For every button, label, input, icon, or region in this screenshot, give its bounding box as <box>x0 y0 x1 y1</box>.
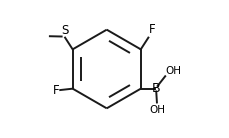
Text: OH: OH <box>148 105 164 115</box>
Text: F: F <box>148 23 155 36</box>
Text: B: B <box>151 82 160 95</box>
Text: S: S <box>61 24 68 37</box>
Text: F: F <box>53 83 59 97</box>
Text: OH: OH <box>165 66 181 76</box>
